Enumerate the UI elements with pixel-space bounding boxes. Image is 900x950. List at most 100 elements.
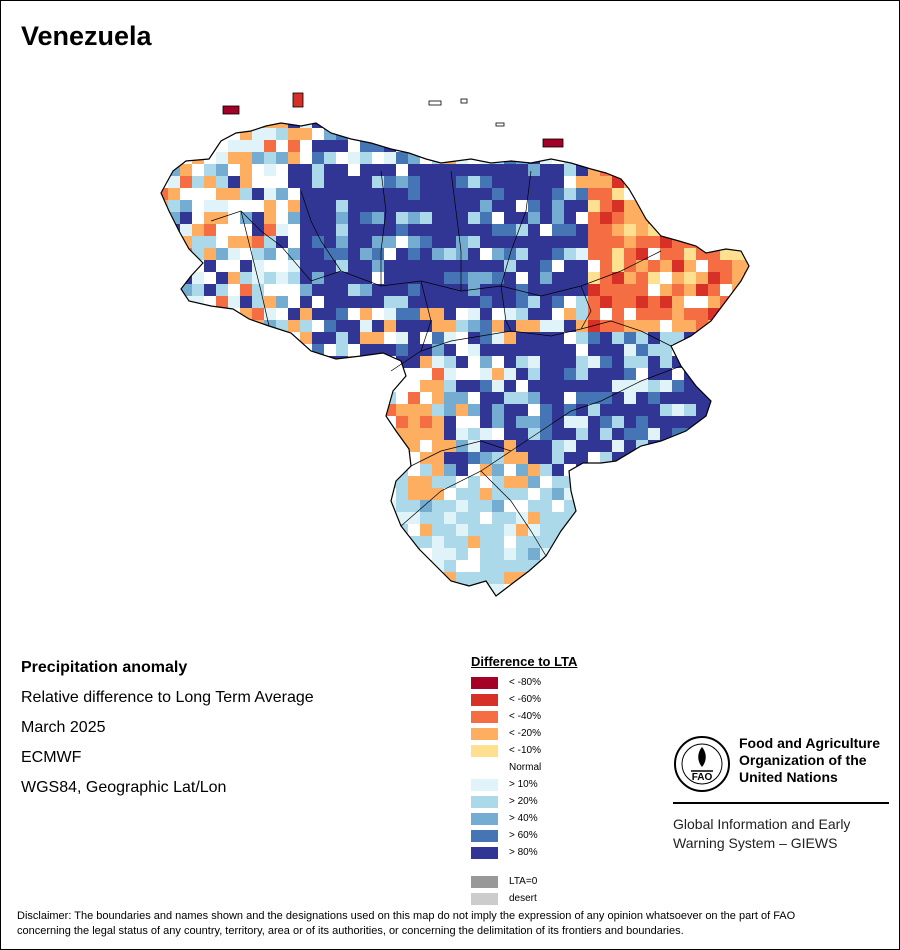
grid-cell bbox=[240, 212, 252, 224]
grid-cell bbox=[216, 428, 228, 440]
grid-cell bbox=[480, 452, 492, 464]
grid-cell bbox=[360, 272, 372, 284]
grid-cell bbox=[432, 176, 444, 188]
grid-cell bbox=[564, 200, 576, 212]
grid-cell bbox=[372, 123, 384, 128]
grid-cell bbox=[300, 272, 312, 284]
grid-cell bbox=[300, 236, 312, 248]
grid-cell bbox=[648, 404, 660, 416]
grid-cell bbox=[264, 260, 276, 272]
grid-cell bbox=[564, 428, 576, 440]
grid-cell bbox=[612, 248, 624, 260]
grid-cell bbox=[660, 272, 672, 284]
legend-item-swatch bbox=[471, 830, 498, 842]
grid-cell bbox=[672, 308, 684, 320]
grid-cell bbox=[168, 152, 180, 164]
grid-cell bbox=[744, 260, 749, 272]
grid-cell bbox=[456, 596, 468, 608]
grid-cell bbox=[576, 512, 588, 524]
grid-cell bbox=[492, 428, 504, 440]
grid-cell bbox=[396, 596, 408, 608]
grid-cell bbox=[336, 416, 348, 428]
grid-cell bbox=[444, 284, 456, 296]
grid-cell bbox=[516, 476, 528, 488]
grid-cell bbox=[192, 548, 204, 560]
grid-cell bbox=[696, 440, 708, 452]
grid-cell bbox=[348, 188, 360, 200]
grid-cell bbox=[168, 356, 180, 368]
grid-cell bbox=[180, 464, 192, 476]
grid-cell bbox=[720, 404, 732, 416]
grid-cell bbox=[456, 188, 468, 200]
grid-cell bbox=[636, 380, 648, 392]
grid-cell bbox=[732, 500, 744, 512]
grid-cell bbox=[360, 524, 372, 536]
grid-cell bbox=[720, 344, 732, 356]
grid-cell bbox=[528, 356, 540, 368]
grid-cell bbox=[492, 416, 504, 428]
grid-cell bbox=[252, 368, 264, 380]
grid-cell bbox=[336, 224, 348, 236]
grid-cell bbox=[348, 416, 360, 428]
grid-cell bbox=[408, 404, 420, 416]
grid-cell bbox=[312, 392, 324, 404]
grid-cell bbox=[492, 224, 504, 236]
grid-cell bbox=[468, 440, 480, 452]
grid-cell bbox=[360, 476, 372, 488]
grid-cell bbox=[504, 176, 516, 188]
grid-cell bbox=[696, 260, 708, 272]
grid-cell bbox=[600, 296, 612, 308]
grid-cell bbox=[240, 488, 252, 500]
grid-cell bbox=[564, 500, 576, 512]
grid-cell bbox=[324, 344, 336, 356]
grid-cell bbox=[336, 476, 348, 488]
grid-cell bbox=[312, 128, 324, 140]
grid-cell bbox=[720, 596, 732, 608]
grid-cell bbox=[528, 176, 540, 188]
grid-cell bbox=[744, 128, 749, 140]
grid-cell bbox=[180, 404, 192, 416]
grid-cell bbox=[312, 500, 324, 512]
grid-cell bbox=[648, 560, 660, 572]
grid-cell bbox=[480, 224, 492, 236]
grid-cell bbox=[624, 123, 636, 128]
grid-cell bbox=[336, 452, 348, 464]
grid-cell bbox=[252, 596, 264, 608]
grid-cell bbox=[372, 560, 384, 572]
grid-cell bbox=[204, 248, 216, 260]
grid-cell bbox=[252, 356, 264, 368]
grid-cell bbox=[288, 140, 300, 152]
grid-cell bbox=[264, 188, 276, 200]
grid-cell bbox=[204, 416, 216, 428]
grid-cell bbox=[528, 308, 540, 320]
grid-cell bbox=[372, 248, 384, 260]
grid-cell bbox=[552, 512, 564, 524]
grid-cell bbox=[192, 368, 204, 380]
grid-cell bbox=[240, 188, 252, 200]
grid-cell bbox=[648, 123, 660, 128]
grid-cell bbox=[161, 296, 168, 308]
grid-cell bbox=[480, 500, 492, 512]
grid-cell bbox=[276, 596, 288, 608]
grid-cell bbox=[588, 500, 600, 512]
grid-cell bbox=[600, 176, 612, 188]
grid-cell bbox=[384, 572, 396, 584]
grid-cell bbox=[516, 548, 528, 560]
grid-cell bbox=[216, 536, 228, 548]
grid-cell bbox=[528, 236, 540, 248]
grid-cell bbox=[708, 380, 720, 392]
grid-cell bbox=[648, 380, 660, 392]
grid-cell bbox=[204, 272, 216, 284]
grid-cell bbox=[300, 440, 312, 452]
grid-cell bbox=[420, 368, 432, 380]
grid-cell bbox=[516, 296, 528, 308]
grid-cell bbox=[372, 440, 384, 452]
grid-cell bbox=[444, 524, 456, 536]
grid-cell bbox=[456, 272, 468, 284]
grid-cell bbox=[552, 284, 564, 296]
grid-cell bbox=[444, 188, 456, 200]
grid-cell bbox=[384, 404, 396, 416]
grid-cell bbox=[684, 123, 696, 128]
grid-cell bbox=[161, 248, 168, 260]
grid-cell bbox=[480, 284, 492, 296]
